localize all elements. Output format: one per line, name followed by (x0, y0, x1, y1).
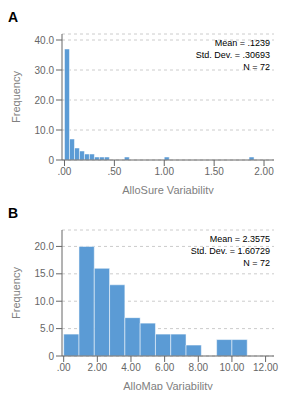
svg-text:6.00: 6.00 (155, 362, 175, 373)
svg-text:10.00: 10.00 (219, 362, 244, 373)
svg-text:4.00: 4.00 (121, 362, 141, 373)
html-text:Mean = .1239: Mean = .1239 (214, 38, 270, 48)
svg-text:1.00: 1.00 (155, 166, 175, 177)
svg-text:0: 0 (48, 351, 54, 362)
html-text:Std. Dev. = .30693: Std. Dev. = .30693 (195, 50, 270, 60)
svg-text:10.0: 10.0 (35, 125, 55, 136)
svg-text:40.0: 40.0 (35, 35, 55, 46)
html-text:B: B (8, 205, 19, 221)
svg-text:12.00: 12.00 (253, 362, 278, 373)
svg-text:0: 0 (48, 155, 54, 166)
svg-text:2.00: 2.00 (88, 362, 108, 373)
svg-text:.50: .50 (107, 166, 121, 177)
html-text:N = 72: N = 72 (243, 62, 270, 72)
svg-text:.00: .00 (58, 166, 72, 177)
svg-text:Frequency: Frequency (10, 267, 22, 319)
svg-text:20.0: 20.0 (35, 241, 55, 252)
svg-text:AlloSure Variability: AlloSure Variability (122, 184, 214, 194)
svg-text:5.0: 5.0 (40, 323, 54, 334)
svg-text:1.50: 1.50 (204, 166, 224, 177)
html-text:Std. Dev. = 1.60729: Std. Dev. = 1.60729 (190, 246, 270, 256)
html-text:Mean = 2.3575: Mean = 2.3575 (209, 234, 270, 244)
svg-text:.00: .00 (57, 362, 71, 373)
svg-text:Frequency: Frequency (10, 71, 22, 123)
svg-text:30.0: 30.0 (35, 65, 55, 76)
html-text:N = 72: N = 72 (243, 258, 270, 268)
html-text:A: A (8, 9, 19, 25)
svg-text:10.0: 10.0 (35, 296, 55, 307)
svg-text:20.0: 20.0 (35, 95, 55, 106)
svg-text:2.00: 2.00 (254, 166, 274, 177)
svg-text:AlloMap Variability: AlloMap Variability (123, 380, 213, 390)
svg-text:8.00: 8.00 (189, 362, 209, 373)
svg-text:15.0: 15.0 (35, 268, 55, 279)
